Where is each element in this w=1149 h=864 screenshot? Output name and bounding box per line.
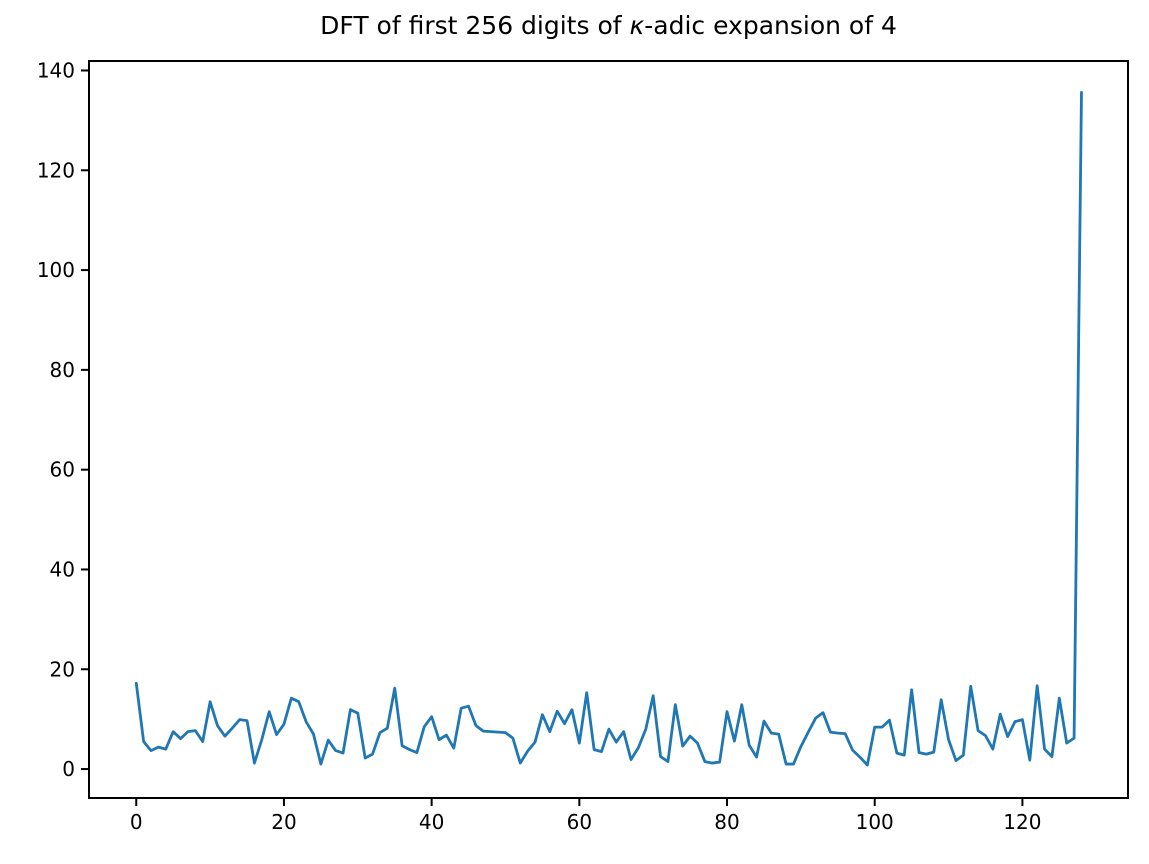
x-tick-label: 0 <box>130 810 143 834</box>
x-tick-label: 60 <box>567 810 592 834</box>
dft-magnitude-line <box>134 91 1083 767</box>
y-tick-label: 40 <box>50 557 75 581</box>
y-tick-label: 120 <box>37 158 75 182</box>
x-tick-label: 40 <box>419 810 444 834</box>
y-tick-label: 0 <box>62 757 75 781</box>
x-tick-label: 20 <box>271 810 296 834</box>
x-tick-label: 80 <box>714 810 739 834</box>
y-tick-label: 140 <box>37 58 75 82</box>
y-tick-label: 60 <box>50 458 75 482</box>
y-tick-label: 80 <box>50 358 75 382</box>
x-tick-label: 120 <box>1003 810 1041 834</box>
chart-title: DFT of first 256 digits of κ-adic expans… <box>89 11 1128 40</box>
plot-border <box>88 60 1129 799</box>
chart-title-suffix: -adic expansion of 4 <box>644 11 897 40</box>
y-tick-label: 100 <box>37 258 75 282</box>
x-tick-label: 100 <box>856 810 894 834</box>
y-tick-label: 20 <box>50 657 75 681</box>
kappa-symbol: κ <box>629 11 645 40</box>
chart-title-prefix: DFT of first 256 digits of <box>320 11 630 40</box>
